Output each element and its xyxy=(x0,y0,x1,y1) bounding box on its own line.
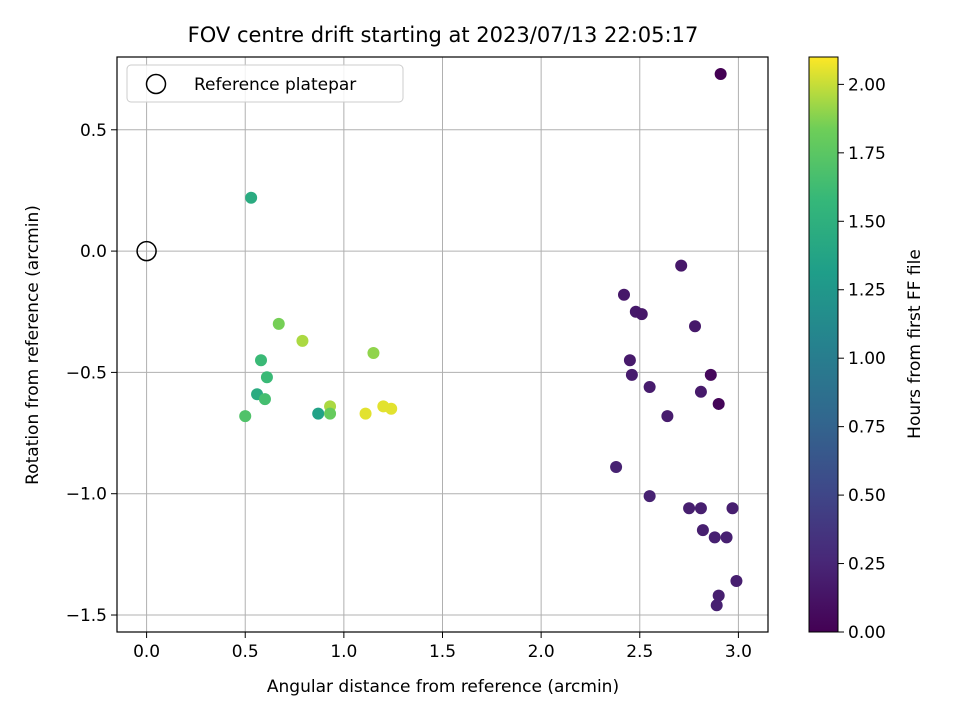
y-tick-label: 0.5 xyxy=(80,121,107,141)
colorbar-gradient xyxy=(808,56,839,633)
data-point xyxy=(712,397,725,410)
data-point xyxy=(712,589,725,602)
data-point xyxy=(260,371,273,384)
colorbar-label: Hours from first FF file xyxy=(905,249,925,439)
data-point xyxy=(635,308,648,321)
data-point xyxy=(324,407,337,420)
colorbar-tick-label: 0.75 xyxy=(848,418,886,438)
data-point xyxy=(625,368,638,381)
grid xyxy=(117,57,768,632)
data-points xyxy=(136,67,743,612)
data-point xyxy=(255,354,268,367)
data-point xyxy=(675,259,688,272)
data-point xyxy=(720,531,733,544)
colorbar-ticks: 0.00 0.25 0.50 0.75 1.00 1.25 1.50 1.75 2.00 xyxy=(838,75,886,643)
y-tick-label: −0.5 xyxy=(66,363,107,383)
x-tick-label: 0.5 xyxy=(232,642,259,662)
data-point xyxy=(296,334,309,347)
colorbar-tick-label: 1.25 xyxy=(848,281,886,301)
colorbar-tick-label: 0.50 xyxy=(848,486,886,506)
data-point xyxy=(696,524,709,537)
x-axis-ticks: 0.0 0.5 1.0 1.5 2.0 2.5 3.0 xyxy=(133,632,752,662)
colorbar-tick-label: 2.00 xyxy=(848,75,886,95)
data-point xyxy=(623,354,636,367)
data-point xyxy=(694,502,707,515)
colorbar-tick-label: 0.00 xyxy=(848,623,886,643)
data-point xyxy=(683,502,696,515)
y-tick-label: 0.0 xyxy=(80,242,107,262)
data-point xyxy=(272,317,285,330)
data-point xyxy=(714,67,727,80)
data-point xyxy=(617,288,630,301)
legend-box xyxy=(126,64,404,103)
colorbar-tick-label: 1.75 xyxy=(848,144,886,164)
chart-title: FOV centre drift starting at 2023/07/13 … xyxy=(188,23,699,47)
data-point xyxy=(367,346,380,359)
x-tick-label: 2.5 xyxy=(626,642,653,662)
data-point xyxy=(359,407,372,420)
data-point xyxy=(643,490,656,503)
data-point xyxy=(694,385,707,398)
data-point xyxy=(726,502,739,515)
x-tick-label: 2.0 xyxy=(528,642,555,662)
legend: Reference platepar xyxy=(126,64,404,103)
x-tick-label: 0.0 xyxy=(133,642,160,662)
y-tick-label: −1.0 xyxy=(66,485,107,505)
data-point xyxy=(239,410,252,423)
colorbar-tick-label: 0.25 xyxy=(848,555,886,575)
data-point xyxy=(661,410,674,423)
data-point xyxy=(610,461,623,474)
x-tick-label: 3.0 xyxy=(725,642,752,662)
legend-entry-label: Reference platepar xyxy=(194,75,356,95)
data-point xyxy=(258,393,271,406)
y-axis-ticks: −1.5 −1.0 −0.5 0.0 0.5 xyxy=(66,121,117,626)
data-point xyxy=(245,191,258,204)
data-point xyxy=(708,531,721,544)
colorbar: 0.00 0.25 0.50 0.75 1.00 1.25 1.50 1.75 2.00 Hou… xyxy=(808,56,925,643)
data-point xyxy=(730,575,743,588)
data-point xyxy=(710,599,723,612)
y-tick-label: −1.5 xyxy=(66,606,107,626)
x-tick-label: 1.5 xyxy=(429,642,456,662)
data-point xyxy=(385,402,398,415)
data-point xyxy=(689,320,702,333)
data-point xyxy=(704,368,717,381)
data-point xyxy=(643,380,656,393)
reference-platepar-marker xyxy=(136,240,157,262)
y-axis-label: Rotation from reference (arcmin) xyxy=(23,205,43,485)
legend-marker xyxy=(145,73,167,95)
colorbar-tick-label: 1.50 xyxy=(848,212,886,232)
x-axis-label: Angular distance from reference (arcmin) xyxy=(267,677,619,697)
data-point xyxy=(312,407,325,420)
colorbar-tick-label: 1.00 xyxy=(848,349,886,369)
x-tick-label: 1.0 xyxy=(330,642,357,662)
